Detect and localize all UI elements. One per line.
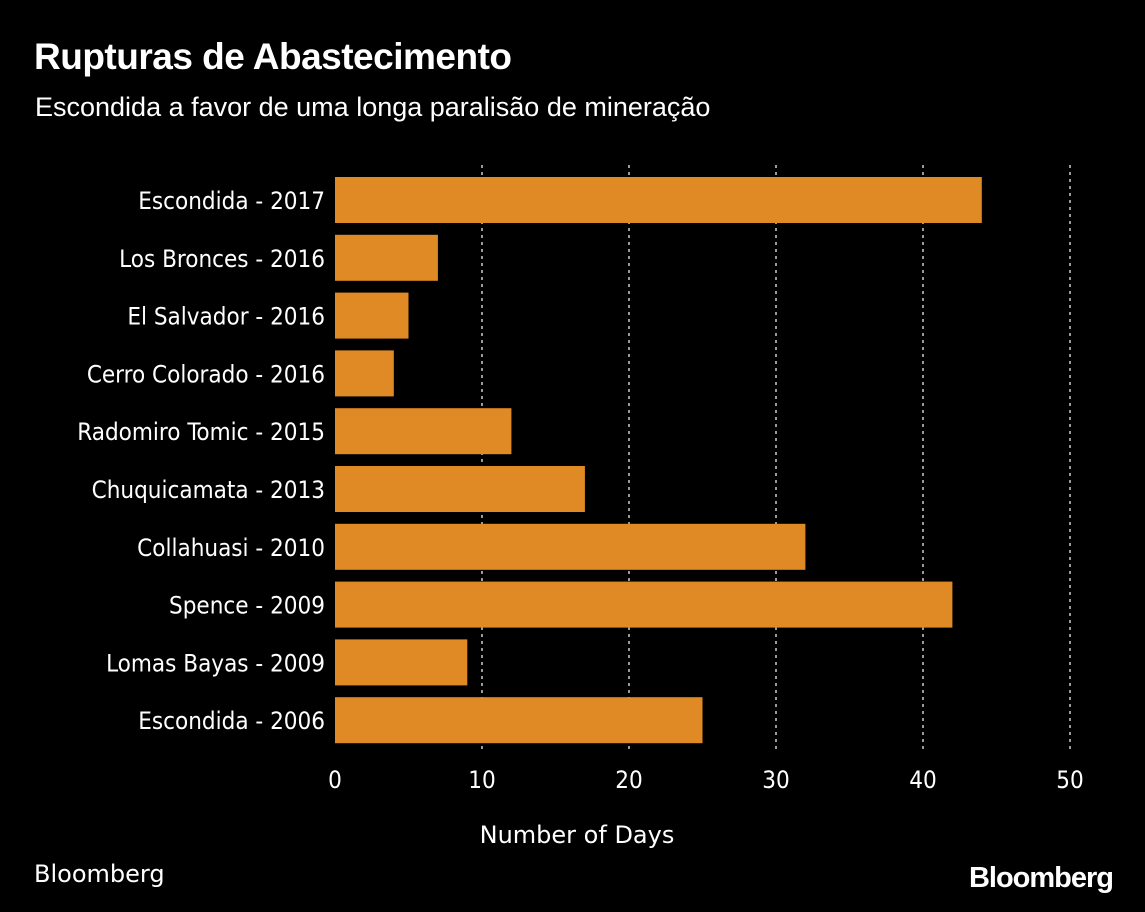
x-tick-label: 40 — [909, 766, 936, 794]
x-tick-label: 0 — [328, 766, 342, 794]
x-tick-label: 50 — [1056, 766, 1083, 794]
category-label: Cerro Colorado - 2016 — [87, 360, 325, 388]
category-label: Los Bronces - 2016 — [119, 245, 325, 273]
chart-subtitle: Escondida a favor de uma longa paralisão… — [35, 92, 711, 122]
category-label: Spence - 2009 — [169, 592, 325, 620]
chart-title: Rupturas de Abastecimento — [34, 36, 512, 77]
category-label: Escondida - 2017 — [138, 187, 325, 215]
category-label: Chuquicamata - 2013 — [92, 476, 325, 504]
category-labels: Escondida - 2017 Los Bronces - 2016 El Sal… — [77, 187, 325, 735]
x-axis-title: Number of Days — [480, 821, 675, 849]
source-label: Bloomberg — [34, 860, 165, 888]
x-tick-label: 20 — [615, 766, 642, 794]
bar — [335, 639, 468, 686]
bar — [335, 581, 953, 628]
bar — [335, 697, 703, 744]
x-tick-label: 10 — [468, 766, 495, 794]
category-label: Escondida - 2006 — [138, 707, 325, 735]
bars — [335, 177, 982, 744]
category-label: El Salvador - 2016 — [127, 303, 325, 331]
bar — [335, 292, 409, 339]
gridlines — [481, 165, 1071, 750]
bar — [335, 350, 394, 397]
category-label: Collahuasi - 2010 — [137, 534, 325, 562]
bar — [335, 466, 585, 512]
bar — [335, 234, 438, 281]
bar — [335, 408, 512, 455]
bar — [335, 177, 982, 223]
x-axis-ticks: 0 10 20 30 40 50 — [328, 766, 1084, 794]
x-tick-label: 30 — [762, 766, 789, 794]
bloomberg-logo: Bloomberg — [968, 862, 1114, 894]
category-label: Lomas Bayas - 2009 — [106, 649, 325, 677]
category-label: Radomiro Tomic - 2015 — [77, 418, 325, 446]
bar — [335, 523, 806, 570]
